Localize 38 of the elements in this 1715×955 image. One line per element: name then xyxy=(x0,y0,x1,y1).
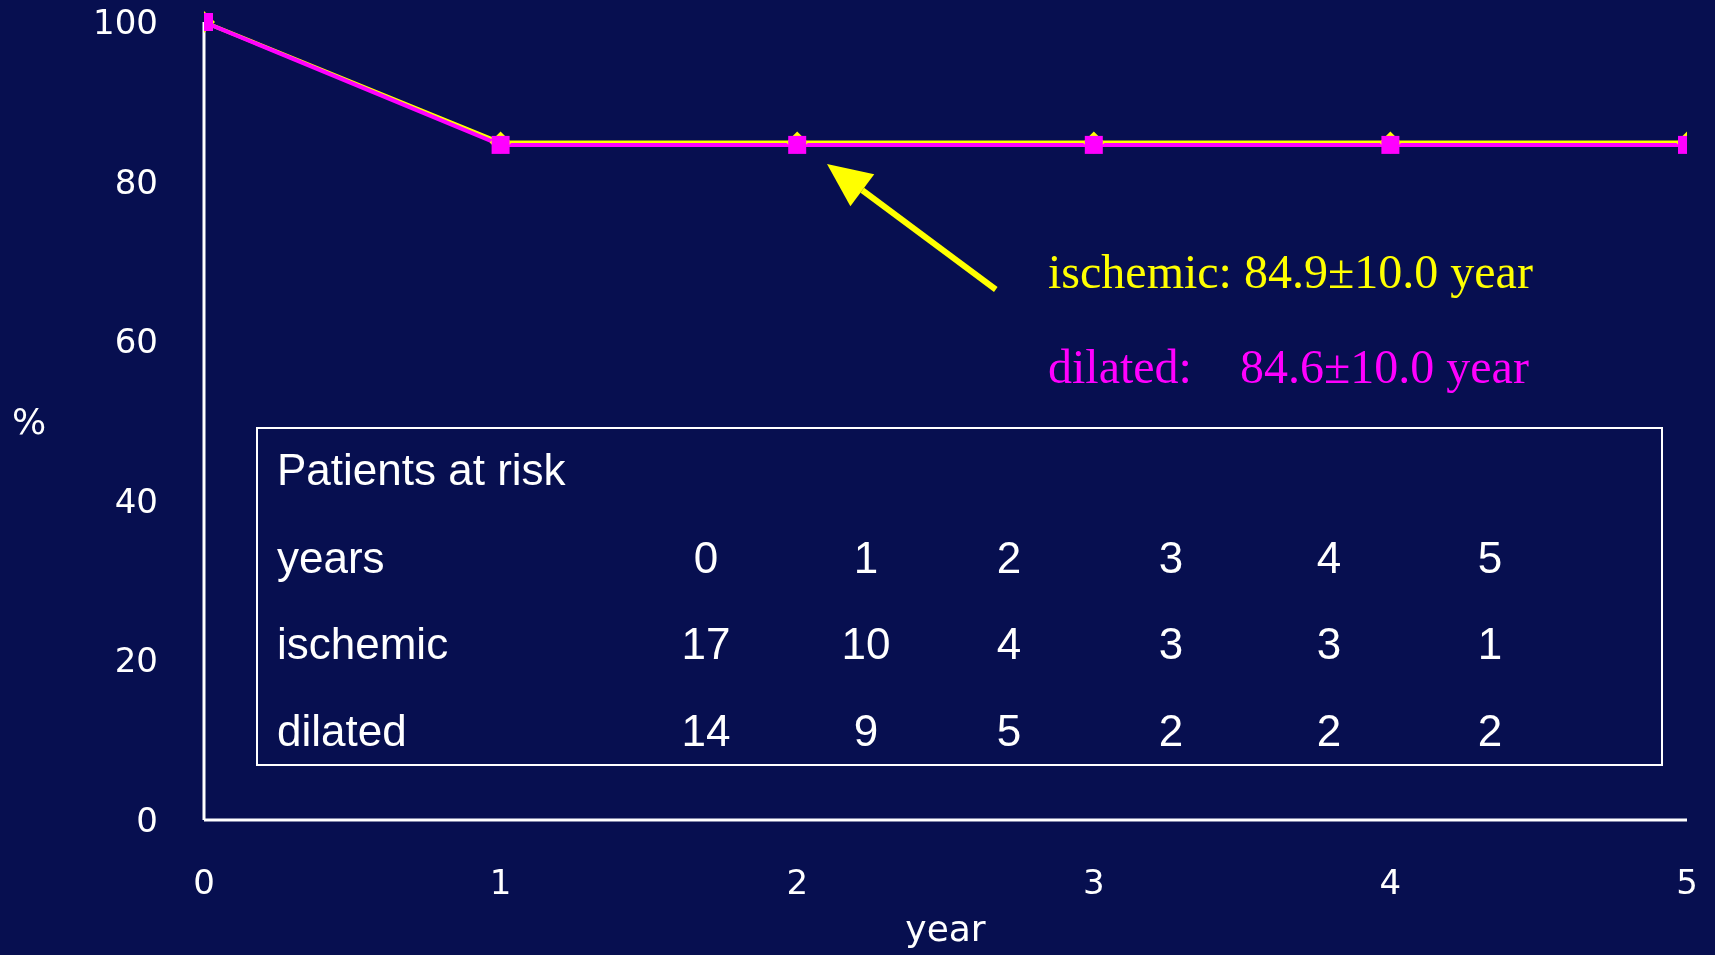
annotation: Patients at risk xyxy=(277,444,566,496)
annotation: 1 xyxy=(1476,618,1504,670)
x-tick-label: 1 xyxy=(489,862,512,903)
annotation: 5 xyxy=(1476,532,1504,584)
annotation: 4 xyxy=(1315,532,1343,584)
annotation: 3 xyxy=(1315,618,1343,670)
annotation: 0 xyxy=(692,532,720,584)
annotation: 9 xyxy=(852,705,880,757)
annotation: ischemic: 84.9±10.0 year xyxy=(1048,244,1533,300)
x-tick-label: 0 xyxy=(193,862,215,903)
x-tick-label: 5 xyxy=(1676,862,1698,903)
annotation: 2 xyxy=(995,532,1023,584)
annotation: 14 xyxy=(680,705,732,757)
x-tick-label: 2 xyxy=(786,862,809,903)
x-axis-title: year xyxy=(905,908,986,949)
y-tick-label: 60 xyxy=(114,321,158,362)
annotation: 1 xyxy=(852,532,880,584)
y-tick-label: 0 xyxy=(136,800,158,841)
annotation: dilated xyxy=(277,705,408,757)
annotation: 5 xyxy=(995,705,1023,757)
annotation: 2 xyxy=(1315,705,1343,757)
y-tick-label: 100 xyxy=(93,2,158,43)
y-tick-label: 40 xyxy=(114,480,158,521)
annotation: years xyxy=(277,532,386,584)
annotation: dilated: 84.6±10.0 year xyxy=(1048,339,1529,395)
annotation: 4 xyxy=(995,618,1023,670)
annotation: 3 xyxy=(1157,532,1185,584)
annotation: 2 xyxy=(1157,705,1185,757)
annotation: 3 xyxy=(1157,618,1185,670)
y-tick-label: 80 xyxy=(114,161,158,202)
x-tick-label: 3 xyxy=(1082,862,1105,903)
x-tick-label: 4 xyxy=(1379,862,1402,903)
annotation: 10 xyxy=(840,618,892,670)
annotation: 2 xyxy=(1476,705,1504,757)
y-tick-label: 20 xyxy=(114,640,158,681)
annotation: 17 xyxy=(680,618,732,670)
y-axis-title: % xyxy=(12,400,47,442)
annotation: ischemic xyxy=(277,618,450,670)
